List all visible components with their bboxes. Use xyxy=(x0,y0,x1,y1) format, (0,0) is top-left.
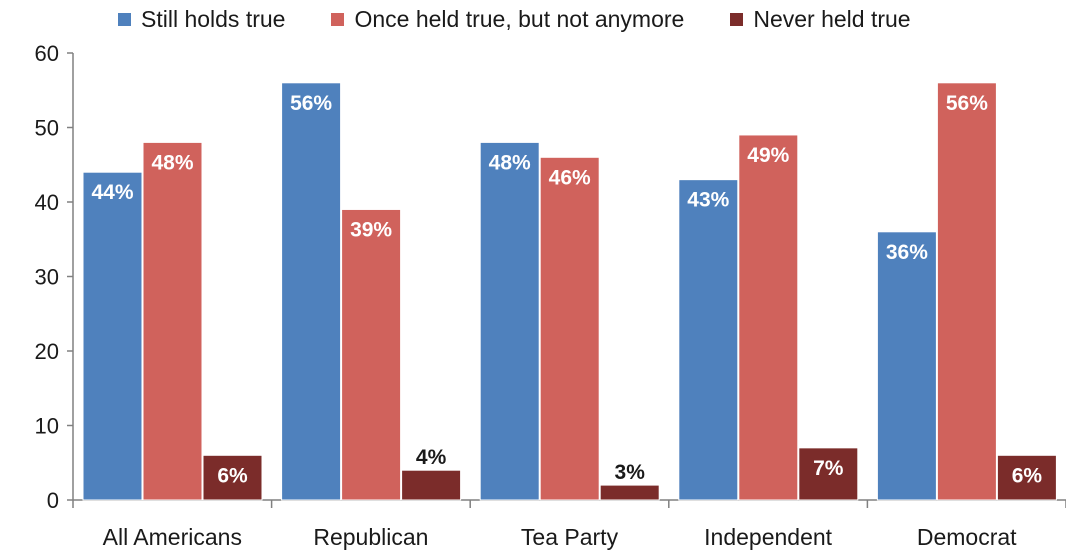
bar xyxy=(678,179,739,501)
y-tick-label: 0 xyxy=(47,488,59,513)
x-tick-label: Independent xyxy=(704,524,833,550)
bar xyxy=(798,447,859,501)
bar-data-label: 46% xyxy=(549,166,591,189)
legend-label-never-held-true: Never held true xyxy=(753,6,911,32)
legend-swatch-still-holds-true xyxy=(118,13,131,26)
bar xyxy=(401,469,462,501)
y-tick-label: 50 xyxy=(35,116,59,141)
bar-data-label: 39% xyxy=(350,218,392,241)
bar-data-label: 49% xyxy=(747,144,789,167)
legend-item-never-held-true: Never held true xyxy=(730,6,911,33)
y-tick-label: 30 xyxy=(35,265,59,290)
bar-data-label: 48% xyxy=(151,151,193,174)
bar xyxy=(738,134,799,501)
legend-label-once-held-true: Once held true, but not anymore xyxy=(354,6,685,32)
bar xyxy=(599,484,660,501)
legend-item-still-holds-true: Still holds true xyxy=(118,6,285,33)
bar-data-label: 48% xyxy=(489,151,531,174)
bar xyxy=(82,171,143,501)
x-tick-label: All Americans xyxy=(103,524,242,550)
bar xyxy=(202,454,263,501)
bar-data-label: 56% xyxy=(946,92,988,115)
bar-data-label: 43% xyxy=(687,189,729,212)
legend-swatch-once-held-true xyxy=(331,13,345,26)
bar xyxy=(936,82,997,501)
bar-data-label: 44% xyxy=(91,181,133,204)
legend-swatch-never-held-true xyxy=(730,13,744,26)
bar xyxy=(876,231,937,501)
y-tick-label: 60 xyxy=(35,41,59,66)
bar-data-label: 56% xyxy=(290,92,332,115)
y-tick-label: 10 xyxy=(35,414,59,439)
bar xyxy=(996,454,1057,501)
bar-data-label: 6% xyxy=(1012,464,1043,487)
bar-data-label: 36% xyxy=(886,241,928,264)
legend: Still holds true Once held true, but not… xyxy=(118,6,911,33)
x-tick-label: Republican xyxy=(313,524,428,550)
x-tick-label: Democrat xyxy=(917,524,1017,550)
bar-data-label: 3% xyxy=(615,461,646,484)
x-tick-label: Tea Party xyxy=(521,524,619,550)
y-tick-label: 20 xyxy=(35,339,59,364)
legend-label-still-holds-true: Still holds true xyxy=(141,6,286,32)
bar xyxy=(142,141,203,501)
bar-data-label: 7% xyxy=(813,457,844,480)
bar xyxy=(281,82,342,501)
bar-data-label: 6% xyxy=(217,464,248,487)
y-tick-label: 40 xyxy=(35,190,59,215)
bar-data-label: 4% xyxy=(416,446,447,469)
bar xyxy=(539,156,600,501)
legend-item-once-held-true: Once held true, but not anymore xyxy=(331,6,684,33)
bar xyxy=(479,141,540,501)
bar xyxy=(341,208,402,501)
